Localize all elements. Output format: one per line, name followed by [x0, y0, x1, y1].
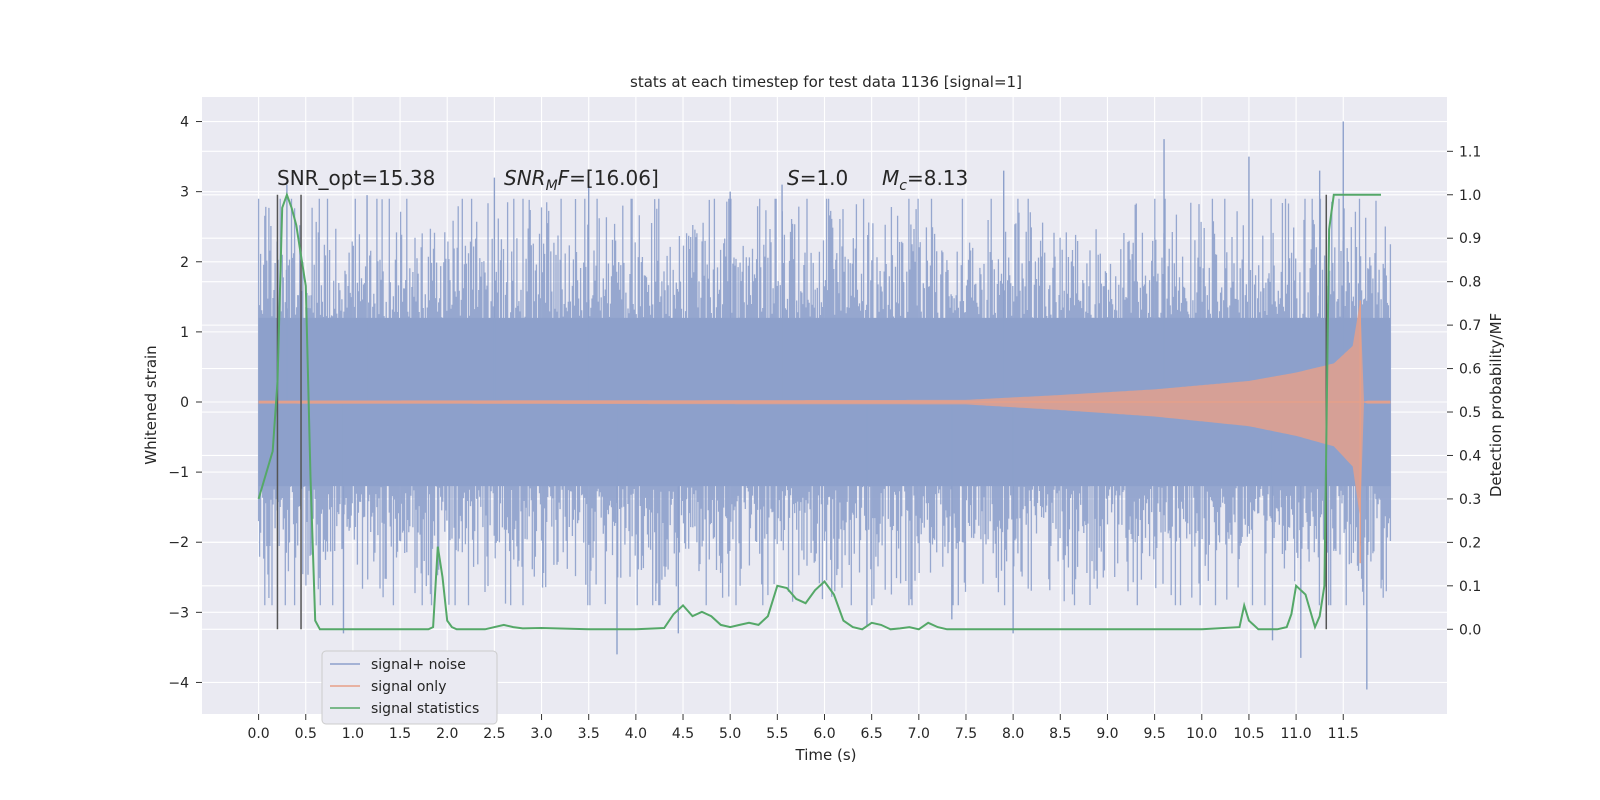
- y-right-tick-label: 0.9: [1459, 231, 1481, 247]
- x-axis-label: Time (s): [795, 746, 857, 764]
- y-tick-label: −2: [168, 535, 189, 551]
- annotation-snr-mf-main: SNR: [504, 166, 546, 190]
- y-tick-label: −3: [168, 605, 189, 621]
- y-right-tick-label: 0.7: [1459, 318, 1481, 334]
- legend: signal+ noise signal only signal statist…: [321, 650, 498, 725]
- x-tick-label: 4.0: [625, 726, 647, 742]
- y-tick-label: 3: [180, 185, 189, 201]
- signal-statistics-line: [257, 191, 1381, 631]
- x-tick-label: 2.0: [436, 726, 458, 742]
- x-tick-label: 7.0: [908, 726, 930, 742]
- x-tick-label: 9.0: [1096, 726, 1118, 742]
- x-tick-label: 11.5: [1328, 726, 1359, 742]
- x-tick-label: 5.5: [766, 726, 788, 742]
- x-tick-label: 2.5: [483, 726, 505, 742]
- annotation-s-value: =1.0: [800, 166, 849, 190]
- x-tick-label: 3.5: [578, 726, 600, 742]
- y-right-tick-label: 1.1: [1459, 144, 1481, 160]
- legend-label-signal-noise: signal+ noise: [371, 657, 466, 673]
- y-tick-label: 4: [180, 115, 189, 131]
- y-right-tick-label: 0.6: [1459, 362, 1481, 378]
- series-signal-only: [258, 300, 1391, 564]
- x-tick-label: 8.0: [1002, 726, 1024, 742]
- y-right-tick-label: 0.8: [1459, 275, 1481, 291]
- signal-only-envelope: [258, 300, 1391, 519]
- y-tick-label: 2: [180, 255, 189, 271]
- y-right-tick-label: 0.0: [1459, 622, 1481, 638]
- annotation-snr-opt: SNR_opt=15.38: [277, 166, 435, 190]
- x-tick-label: 0.5: [295, 726, 317, 742]
- annotation-snr-mf: SNRMF=[16.06]: [504, 166, 659, 194]
- annotation-mc: Mc=8.13: [882, 166, 968, 194]
- annotation-mc-sub: c: [899, 178, 907, 194]
- y-right-tick-label: 0.4: [1459, 448, 1481, 464]
- annotation-snr-mf-sub: M: [546, 178, 558, 194]
- annotation-snr-mf-value: =[16.06]: [569, 166, 659, 190]
- y-right-axis-label: Detection probability/MF: [1487, 313, 1505, 497]
- chart-title: stats at each timestep for test data 113…: [630, 73, 1022, 91]
- x-tick-label: 6.5: [861, 726, 883, 742]
- x-tick-label: 7.5: [955, 726, 977, 742]
- x-tick-label: 10.0: [1186, 726, 1217, 742]
- legend-label-signal-statistics: signal statistics: [371, 701, 479, 717]
- annotation-mc-var: M: [882, 166, 899, 190]
- y-tick-label: 0: [180, 395, 189, 411]
- y-right-tick-label: 0.3: [1459, 492, 1481, 508]
- x-tick-label: 3.0: [530, 726, 552, 742]
- annotation-s-var: S: [787, 166, 800, 190]
- series-signal-statistics: [257, 191, 1381, 631]
- legend-frame: [321, 650, 498, 725]
- x-tick-label: 5.0: [719, 726, 741, 742]
- x-tick-label: 9.5: [1143, 726, 1165, 742]
- x-tick-label: 1.0: [342, 726, 364, 742]
- y-right-tick-label: 1.0: [1459, 188, 1481, 204]
- legend-label-signal-only: signal only: [371, 679, 446, 695]
- annotation-s: S=1.0: [787, 166, 848, 190]
- annotation-snr-mf-f: F: [558, 166, 570, 190]
- x-tick-label: 11.0: [1281, 726, 1312, 742]
- annotation-mc-value: =8.13: [907, 166, 968, 190]
- y-right-tick-label: 0.2: [1459, 535, 1481, 551]
- y-axis-label: Whitened strain: [142, 345, 160, 464]
- y-right-tick-label: 0.5: [1459, 405, 1481, 421]
- y-tick-label: 1: [180, 325, 189, 341]
- x-tick-label: 4.5: [672, 726, 694, 742]
- y-right-tick-label: 0.1: [1459, 579, 1481, 595]
- x-tick-label: 0.0: [247, 726, 269, 742]
- y-tick-label: −1: [168, 465, 189, 481]
- x-tick-label: 6.0: [813, 726, 835, 742]
- x-tick-label: 10.5: [1233, 726, 1264, 742]
- y-tick-label: −4: [168, 675, 189, 691]
- x-tick-label: 8.5: [1049, 726, 1071, 742]
- x-tick-label: 1.5: [389, 726, 411, 742]
- axes: 0.0 0.5 1.0 1.5 2.0 2.5 3.0 3.5 4.0 4.5 5.0 5.5 6.0 6…: [168, 115, 1481, 742]
